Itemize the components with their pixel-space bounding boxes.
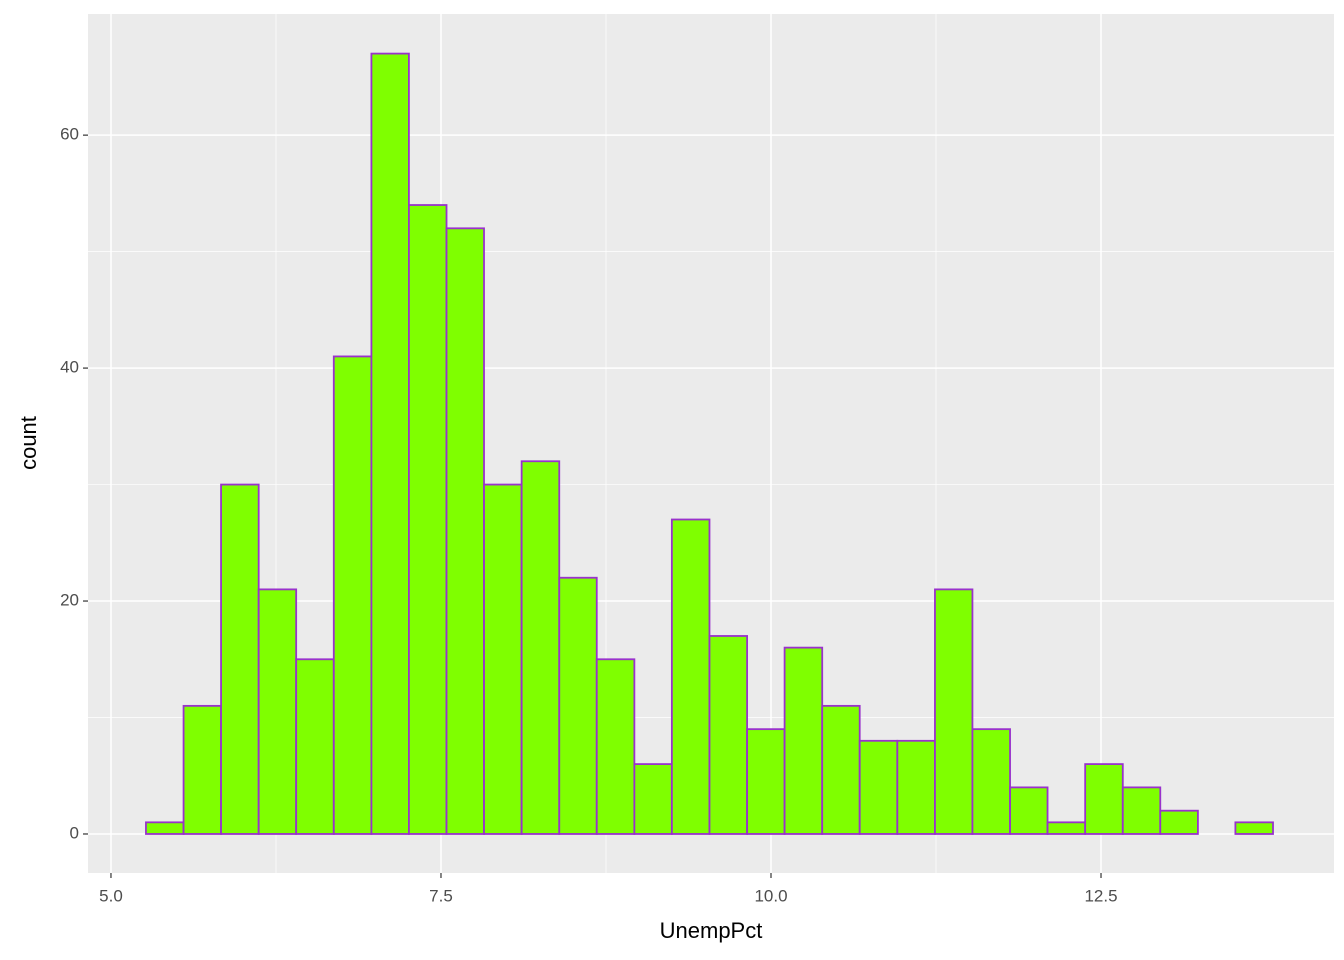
bar — [370, 52, 410, 835]
bar — [670, 518, 711, 835]
bar — [182, 704, 222, 835]
bar — [821, 704, 861, 835]
bar — [858, 739, 899, 835]
bar — [708, 635, 749, 835]
bar — [1046, 821, 1087, 835]
bar — [783, 646, 824, 835]
bar — [633, 763, 673, 835]
bar — [257, 588, 298, 835]
bar — [220, 483, 260, 835]
x-tick-label: 12.5 — [1084, 886, 1117, 905]
y-axis-title: count — [16, 416, 41, 470]
bar — [1009, 786, 1049, 835]
bar — [1234, 821, 1274, 835]
y-tick-label: 60 — [60, 125, 79, 144]
bar — [746, 728, 786, 835]
bar — [1084, 763, 1124, 835]
x-axis-title: UnempPct — [660, 918, 763, 943]
bar — [1159, 809, 1199, 835]
bar — [332, 355, 373, 835]
bar — [145, 821, 185, 835]
bar — [934, 588, 974, 835]
y-tick-label: 0 — [70, 823, 79, 842]
y-tick-label: 40 — [60, 358, 79, 377]
bar — [1121, 786, 1162, 835]
x-tick-label: 5.0 — [99, 886, 123, 905]
bar — [595, 658, 636, 835]
bar — [295, 658, 335, 835]
bar — [971, 728, 1011, 835]
x-tick-label: 10.0 — [754, 886, 787, 905]
y-tick-label: 20 — [60, 591, 79, 610]
bar — [896, 739, 936, 835]
bar — [483, 483, 523, 835]
x-tick-label: 7.5 — [429, 886, 453, 905]
bar — [445, 227, 485, 835]
bar — [558, 576, 598, 835]
bar — [520, 460, 561, 835]
bar — [408, 204, 448, 835]
